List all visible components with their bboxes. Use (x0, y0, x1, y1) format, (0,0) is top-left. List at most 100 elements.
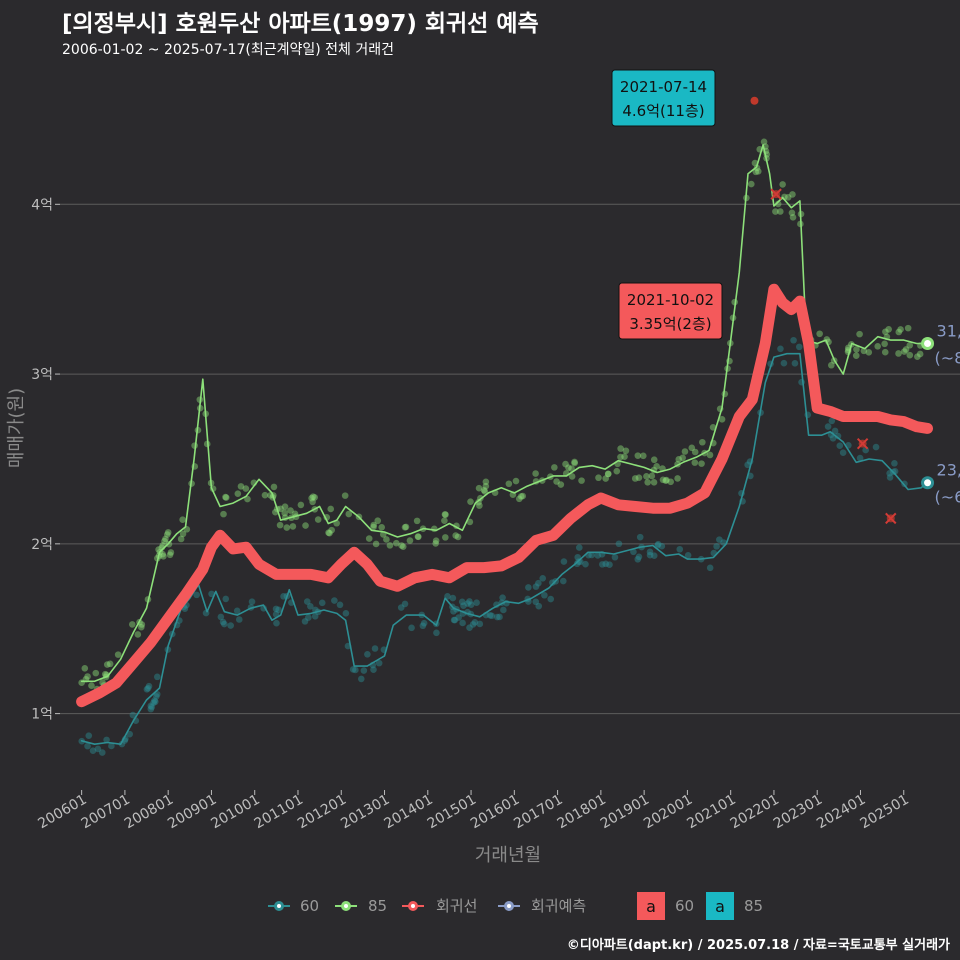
scatter-dot-s85 (650, 479, 658, 486)
scatter-dot-s60 (360, 667, 368, 674)
scatter-dot-s85 (679, 454, 686, 462)
scatter-dot-s60 (193, 591, 200, 599)
scatter-dot-s60 (594, 552, 602, 559)
scatter-dot-s60 (829, 434, 837, 442)
scatter-dot-s85 (856, 330, 863, 338)
scatter-dot-s85 (297, 501, 305, 509)
scatter-dot-s60 (150, 699, 157, 707)
scatter-dot-s85 (302, 522, 309, 529)
x-tick-label: 202101 (684, 792, 738, 833)
y-tick-label: 2억 (31, 537, 53, 553)
scatter-dot-s85 (663, 476, 670, 484)
scatter-dot-s60 (227, 622, 234, 629)
scatter-dot-s60 (476, 620, 484, 628)
scatter-dot-s85 (179, 530, 187, 538)
scatter-dot-s60 (352, 666, 359, 674)
x-tick-label: 201201 (295, 792, 349, 833)
scatter-dot-s85 (442, 534, 449, 541)
marker-layer (770, 188, 935, 525)
scatter-dot-s85 (326, 529, 333, 537)
scatter-dot-s60 (716, 536, 723, 543)
x-tick-label: 202201 (728, 792, 782, 833)
x-axis-title: 거래년월 (475, 845, 541, 866)
scatter-dot-s85 (617, 445, 624, 452)
forecast-area: (~60㎡) (935, 488, 960, 507)
scatter-dot-s60 (459, 619, 466, 627)
scatter-dot-s85 (372, 540, 380, 548)
scatter-dot-s85 (220, 510, 227, 518)
scatter-dot-s85 (475, 498, 482, 506)
scatter-dot-s60 (777, 345, 784, 353)
scatter-dot-s60 (301, 618, 309, 625)
scatter-dot-s60 (151, 697, 158, 704)
scatter-dot-s85 (789, 191, 796, 198)
x-tick-label: 202301 (771, 792, 825, 833)
scatter-dot-s60 (493, 613, 501, 621)
annotation-date: 2021-07-14 (620, 78, 707, 96)
scatter-dot-s85 (634, 452, 642, 459)
x-tick-label: 201401 (381, 792, 435, 833)
scatter-dot-s85 (222, 494, 230, 501)
scatter-dot-s85 (365, 535, 373, 542)
scatter-dot-s85 (430, 525, 438, 533)
scatter-dot-s60 (486, 611, 494, 619)
scatter-dot-s60 (464, 600, 471, 607)
scatter-dot-s85 (897, 326, 904, 333)
scatter-dot-s60 (419, 622, 427, 630)
scatter-dot-s60 (602, 560, 610, 568)
scatter-dot-s85 (688, 444, 696, 452)
scatter-dot-s60 (588, 551, 595, 559)
scatter-dot-s60 (574, 553, 582, 561)
annotations: 31,800 (~85㎡) 23,567 (~60㎡) 2021-07-14 4.6억(1… (611, 69, 960, 507)
scatter-dot-s60 (460, 602, 467, 609)
scatter-dot-s60 (370, 666, 377, 673)
scatter-dot-s60 (488, 612, 496, 620)
scatter-dot-s60 (235, 616, 243, 623)
scatter-dot-s85 (165, 540, 173, 548)
scatter-dot-s60 (222, 595, 230, 603)
scatter-dot-s60 (364, 650, 371, 658)
scatter-dot-s60 (397, 604, 405, 611)
scatter-dot-s60 (433, 629, 440, 637)
scatter-dot-s85 (753, 164, 761, 172)
scatter-points (78, 138, 924, 756)
chart-subtitle: 2006-01-02 ~ 2025-07-17(최근계약일) 전체 거래건 (62, 42, 394, 58)
legend-label-text: 60 (675, 897, 694, 915)
y-axis-title: 매매가(원) (6, 388, 27, 468)
scatter-dot-s60 (828, 417, 836, 425)
outlier-cross-icon (885, 512, 897, 525)
scatter-dot-s60 (148, 703, 156, 711)
scatter-dot-s60 (635, 553, 643, 561)
forecast-area: (~85㎡) (935, 349, 960, 368)
scatter-dot-s85 (881, 340, 888, 348)
scatter-dot-s60 (532, 583, 540, 590)
scatter-dot-s85 (895, 350, 902, 357)
scatter-dot-s85 (865, 349, 873, 356)
scatter-dot-s85 (900, 348, 908, 355)
scatter-dot-s60 (318, 599, 326, 607)
scatter-dot-s85 (287, 507, 294, 514)
scatter-dot-s85 (906, 341, 914, 349)
scatter-dot-s85 (283, 524, 291, 531)
scatter-dot-s85 (441, 517, 448, 524)
scatter-dot-s85 (706, 451, 714, 459)
scatter-dot-s85 (604, 470, 612, 478)
scatter-dot-s85 (557, 481, 565, 488)
scatter-dot-s60 (560, 558, 568, 565)
scatter-dot-s85 (476, 502, 483, 509)
scatter-dot-s85 (370, 523, 377, 531)
scatter-dot-s85 (551, 464, 558, 471)
scatter-dot-s85 (774, 200, 782, 208)
scatter-dot-s60 (834, 432, 842, 440)
scatter-dot-s60 (891, 460, 898, 467)
scatter-dot-s85 (106, 660, 114, 668)
legend-dot-center (507, 904, 511, 908)
scatter-dot-s85 (602, 475, 609, 482)
scatter-dot-s60 (499, 594, 506, 601)
scatter-dot-s85 (402, 523, 410, 531)
scatter-dot-s60 (260, 605, 267, 612)
scatter-dot-s85 (595, 474, 602, 482)
scatter-dot-s60 (886, 469, 893, 477)
x-tick-label: 201101 (252, 792, 306, 833)
scatter-dot-s85 (281, 509, 288, 517)
